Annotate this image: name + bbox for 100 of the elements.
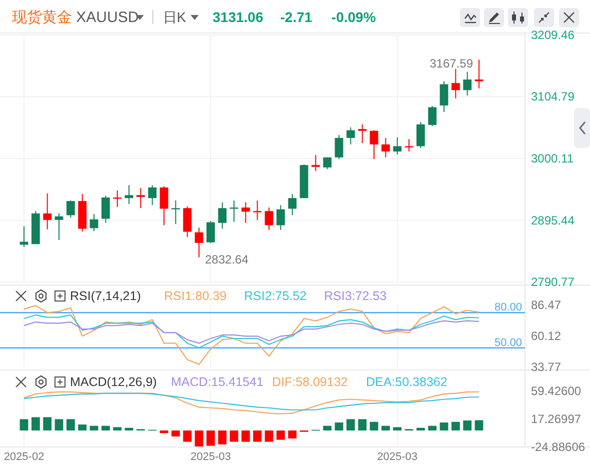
y-tick-label: 33.77 <box>531 360 562 374</box>
bar <box>31 417 40 430</box>
candlestick <box>276 204 285 230</box>
bar <box>428 426 437 430</box>
bar <box>346 419 355 430</box>
text: -0.09% <box>331 9 376 25</box>
y-tick-label: 2790.77 <box>531 275 575 289</box>
bar <box>416 428 425 430</box>
bar <box>90 426 98 430</box>
ref-line-label: 80.00 <box>494 302 522 314</box>
bar <box>66 419 75 430</box>
series-label: DIF:58.09132 <box>272 375 348 389</box>
text: -2.71 <box>280 9 312 25</box>
candlestick <box>54 212 64 240</box>
bar <box>20 419 28 430</box>
chart-title: RSI(7,14,21) <box>70 289 141 303</box>
bar <box>230 430 238 442</box>
candlestick <box>440 80 448 112</box>
candlestick <box>428 106 437 127</box>
y-tick-label: 86.47 <box>531 298 562 312</box>
chart-title: MACD(12,26,9) <box>70 375 157 389</box>
y-tick-label: -24.88606 <box>531 440 586 454</box>
candlestick <box>358 124 367 144</box>
bar <box>101 426 110 430</box>
bar <box>370 422 378 430</box>
series-label: RSI1:80.39 <box>164 289 227 303</box>
annotation: 3167.59 <box>430 56 474 71</box>
candlestick <box>194 227 204 258</box>
bar <box>276 430 285 440</box>
candlestick <box>288 193 297 216</box>
bar <box>463 420 472 430</box>
candlestick <box>124 184 134 204</box>
y-tick-label: 2895.44 <box>531 213 575 228</box>
candlestick <box>253 200 262 220</box>
bar <box>358 419 367 430</box>
bar <box>393 427 402 430</box>
ref-line-label: 50.00 <box>494 336 522 349</box>
candlestick <box>463 71 472 96</box>
bar <box>218 430 227 444</box>
bar <box>323 426 332 430</box>
candlestick <box>451 68 460 99</box>
candlestick <box>136 188 145 209</box>
bar <box>113 427 122 430</box>
bar <box>194 430 204 446</box>
candlestick <box>148 184 157 206</box>
candlestick <box>43 192 52 230</box>
bar <box>171 430 180 436</box>
candlestick <box>334 134 344 160</box>
candlestick <box>404 138 414 152</box>
y-tick-label: 59.42600 <box>531 384 582 398</box>
bar <box>288 430 297 438</box>
candlestick <box>416 121 425 148</box>
x-tick-label: 2025-02 <box>4 451 44 463</box>
x-tick-label: 2025-03 <box>377 451 418 463</box>
y-tick-label: 60.12 <box>531 329 562 343</box>
bar <box>264 430 274 442</box>
bar <box>381 426 390 430</box>
candlestick <box>370 130 378 160</box>
bar <box>43 417 52 430</box>
bar <box>241 430 250 442</box>
bar <box>334 422 344 430</box>
series-label: DEA:50.38362 <box>366 375 448 389</box>
bar <box>206 430 215 446</box>
candlestick <box>66 200 75 218</box>
chart-subtitle: 日K <box>162 9 187 25</box>
candlestick <box>381 137 390 158</box>
bar <box>253 430 262 442</box>
bar <box>124 428 134 430</box>
annotation: 2832.64 <box>205 252 249 266</box>
bar <box>78 424 87 430</box>
candlestick <box>241 202 250 224</box>
line-series <box>23 314 480 348</box>
candlestick <box>90 214 98 232</box>
candlestick <box>346 126 355 145</box>
y-tick-label: 3209.46 <box>531 28 575 42</box>
series-label: RSI3:72.53 <box>324 289 387 303</box>
bar <box>440 422 448 430</box>
candlestick <box>311 154 320 172</box>
candlestick <box>264 207 274 230</box>
bar <box>474 420 484 430</box>
bar <box>451 422 460 430</box>
line-series <box>23 305 480 365</box>
candlestick <box>101 195 110 224</box>
bar <box>183 430 192 442</box>
candlestick <box>206 220 215 244</box>
candlestick <box>183 206 192 238</box>
y-tick-label: 3000.11 <box>531 152 574 166</box>
candlestick <box>474 59 484 89</box>
y-tick-label: 17.26997 <box>531 412 582 426</box>
x-tick-label: 2025-03 <box>190 451 231 463</box>
text: MACD:15.41541 <box>171 375 264 389</box>
chart-title: 现货黄金 XAUUSD <box>12 8 139 26</box>
candlestick <box>171 200 180 225</box>
line-series <box>23 320 480 344</box>
text: 3131.06 <box>212 9 264 25</box>
series-label: RSI2:75.52 <box>244 289 307 303</box>
candlestick <box>218 202 227 230</box>
bar <box>160 430 168 434</box>
candlestick <box>160 186 168 226</box>
line-series <box>23 392 480 410</box>
